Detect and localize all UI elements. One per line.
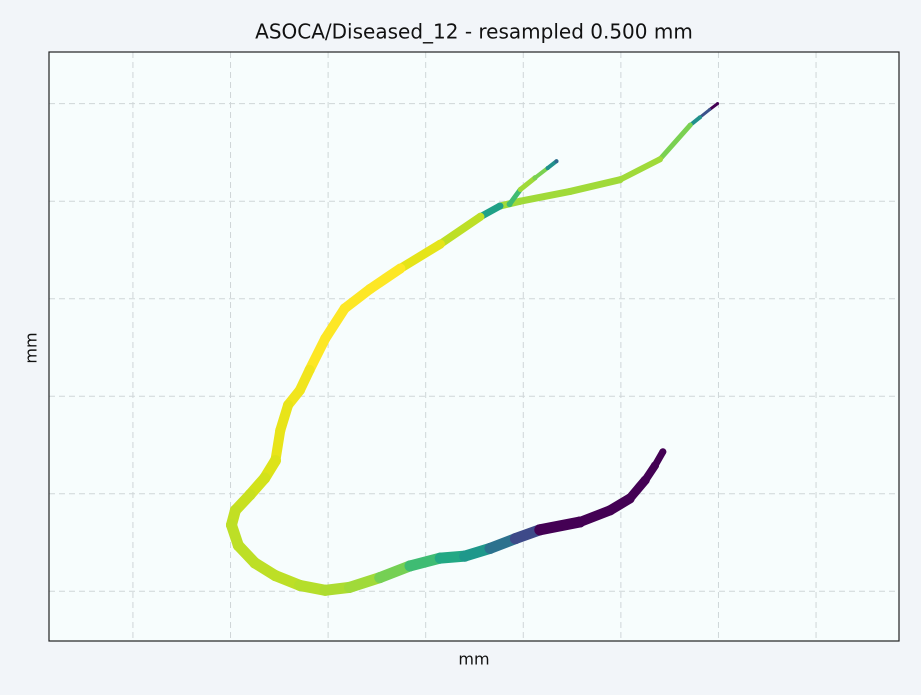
vessel-segment (304, 333, 331, 375)
centerline-point (476, 212, 485, 221)
vessel-segment (395, 239, 445, 273)
vessel-segment (532, 166, 550, 180)
centerline-point (269, 570, 281, 582)
vessel-segment (657, 122, 693, 162)
centerline-point (534, 524, 546, 536)
vessel-segment (365, 263, 406, 294)
chart-title: ASOCA/Diseased_12 - resampled 0.500 mm (255, 20, 693, 44)
centerline-point (574, 516, 586, 528)
vessel-segment (507, 186, 523, 207)
centerline-point (496, 202, 504, 210)
y-axis-label: mm (22, 332, 41, 363)
centerline-point (506, 201, 513, 208)
vessel-segment (516, 187, 574, 205)
centerline-point (320, 333, 331, 344)
marks (225, 102, 719, 596)
centerline-point (259, 472, 271, 484)
vessel-segment (436, 212, 485, 249)
vessel-segment (534, 516, 586, 536)
centerline-point (395, 263, 406, 274)
centerline-point (624, 493, 635, 504)
plot-frame (48, 51, 900, 642)
centerline-point (319, 584, 331, 596)
centerline-point (374, 572, 386, 584)
centerline-point (244, 489, 256, 501)
centerline-point (517, 186, 523, 192)
centerline-point (532, 175, 538, 181)
vessel-segment (616, 156, 663, 183)
centerline-point (715, 102, 719, 106)
centerline-point (640, 475, 650, 485)
centerline-point (404, 560, 416, 572)
centerline-point (304, 364, 315, 375)
centerline-point (294, 385, 305, 396)
centerline-point (249, 557, 261, 569)
plot-area (49, 52, 899, 641)
centerline-point (225, 519, 237, 531)
centerline-point (275, 425, 286, 436)
centerline-point (459, 550, 471, 562)
centerline-point (294, 579, 306, 591)
centerline-point (283, 400, 294, 411)
centerline-point (365, 283, 376, 294)
vessel-segment (320, 303, 350, 344)
centerline-point (659, 448, 667, 456)
centerline-point (554, 159, 559, 164)
centerline-point (232, 539, 244, 551)
vessel-segment (708, 102, 719, 112)
centerline-point (651, 461, 660, 470)
grid (49, 52, 899, 641)
centerline-point (435, 239, 445, 249)
centerline-point (708, 108, 712, 112)
centerline-point (616, 176, 624, 184)
centerline-point (229, 504, 241, 516)
x-axis-label: mm (458, 650, 489, 669)
centerline-point (339, 303, 350, 314)
vessel-segment (339, 283, 376, 314)
centerline-point (656, 156, 663, 163)
centerline-point (697, 115, 702, 120)
centerline-point (566, 187, 574, 195)
centerline-point (687, 122, 693, 128)
vessel-segment (698, 108, 712, 119)
centerline-point (344, 581, 356, 593)
centerline-point (484, 542, 496, 554)
vessel-segment (517, 175, 538, 192)
centerline-point (269, 455, 281, 467)
centerline-point (434, 552, 446, 564)
centerline-point (605, 505, 616, 516)
centerline-point (509, 533, 521, 545)
centerline-point (516, 197, 524, 205)
vessel-segment (566, 176, 624, 195)
centerline-point (545, 166, 550, 171)
